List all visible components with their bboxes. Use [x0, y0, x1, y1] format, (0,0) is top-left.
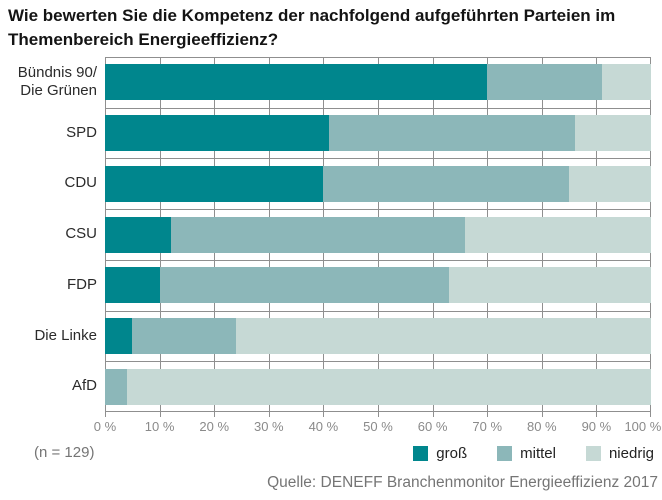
stacked-bar-chart: Bündnis 90/ Die Grünen SPD CDU CSU FDP Die Li… — [0, 57, 662, 412]
bar-segment-gross — [105, 317, 133, 354]
tick-label: 60 % — [417, 419, 448, 434]
source-note: Quelle: DENEFF Branchenmonitor Energieef… — [267, 474, 658, 491]
gridline-horizontal — [105, 57, 651, 58]
gridline-horizontal — [105, 209, 651, 210]
bar-segment-niedrig — [569, 165, 651, 202]
tick-mark — [432, 412, 434, 417]
legend-swatch — [413, 445, 429, 461]
tick-label: 90 % — [581, 419, 612, 434]
bar-segment-mittel — [105, 368, 127, 405]
bar-row — [105, 216, 651, 253]
tick-label: 0 % — [93, 419, 117, 434]
category-label: AfD — [71, 377, 97, 395]
x-axis: 0 % 10 % 20 % 30 % 40 % 50 % 60 % 70 % 80 % 90 % 1… — [94, 412, 661, 438]
bar-row — [105, 317, 651, 354]
gridline-horizontal — [105, 158, 651, 159]
tick-label: 10 % — [144, 419, 175, 434]
tick-mark — [323, 412, 325, 417]
legend-swatch — [497, 445, 513, 461]
tick-mark — [487, 412, 489, 417]
bar-row — [105, 368, 651, 405]
tick-mark — [159, 412, 161, 417]
bar-segment-niedrig — [126, 368, 651, 405]
tick-label: 70 % — [472, 419, 503, 434]
category-labels: Bündnis 90/ Die Grünen SPD CDU CSU FDP Die Li… — [0, 57, 97, 412]
legend-swatch — [585, 445, 601, 461]
tick-label: 100 % — [624, 419, 662, 434]
bar-segment-niedrig — [601, 64, 651, 101]
bar-segment-gross — [105, 64, 488, 101]
tick-label: 20 % — [199, 419, 230, 434]
gridline-horizontal — [105, 311, 651, 312]
bar-row — [105, 267, 651, 304]
bar-row — [105, 64, 651, 101]
bar-segment-niedrig — [465, 216, 651, 253]
tick-label: 30 % — [253, 419, 284, 434]
category-label: CSU — [65, 225, 97, 243]
bar-segment-mittel — [159, 267, 449, 304]
gridline-horizontal — [105, 411, 651, 412]
bar-row — [105, 165, 651, 202]
bar-segment-mittel — [328, 115, 575, 152]
bar-segment-gross — [105, 115, 329, 152]
legend-item: groß — [413, 445, 467, 462]
bar-row — [105, 115, 651, 152]
bar-segment-niedrig — [574, 115, 651, 152]
legend-label: groß — [436, 444, 468, 462]
tick-label: 50 % — [363, 419, 393, 434]
tick-mark — [596, 412, 598, 417]
category-label: SPD — [66, 123, 97, 141]
tick-label: 40 % — [308, 419, 339, 434]
tick-mark — [214, 412, 216, 417]
bar-segment-mittel — [323, 165, 570, 202]
category-label: Die Linke — [34, 326, 97, 344]
chart-title: Wie bewerten Sie die Kompetenz der nachf… — [8, 6, 616, 49]
category-label: Bündnis 90/ Die Grünen — [17, 63, 97, 100]
bar-segment-gross — [105, 165, 324, 202]
legend-label: niedrig — [608, 444, 654, 462]
bar-segment-niedrig — [236, 317, 651, 354]
legend-item: niedrig — [585, 444, 654, 462]
legend-label: mittel — [520, 444, 556, 462]
plot-area — [105, 57, 651, 412]
gridline-horizontal — [105, 260, 651, 261]
category-label: FDP — [67, 275, 97, 293]
bar-segment-mittel — [487, 64, 602, 101]
tick-mark — [268, 412, 270, 417]
tick-label: 80 % — [526, 419, 557, 434]
tick-mark — [650, 412, 651, 417]
bar-segment-mittel — [170, 216, 466, 253]
bar-segment-gross — [105, 267, 160, 304]
sample-size-note: (n = 129) — [34, 444, 95, 461]
bar-segment-mittel — [132, 317, 237, 354]
tick-mark — [105, 412, 106, 417]
bar-segment-gross — [105, 216, 171, 253]
bar-segment-niedrig — [448, 267, 651, 304]
gridline-horizontal — [105, 361, 651, 362]
legend: groß mittel niedrig — [0, 440, 654, 466]
tick-mark — [378, 412, 379, 417]
category-label: CDU — [64, 174, 98, 192]
gridline-horizontal — [105, 108, 651, 109]
legend-item: mittel — [497, 445, 556, 462]
tick-mark — [541, 412, 543, 417]
